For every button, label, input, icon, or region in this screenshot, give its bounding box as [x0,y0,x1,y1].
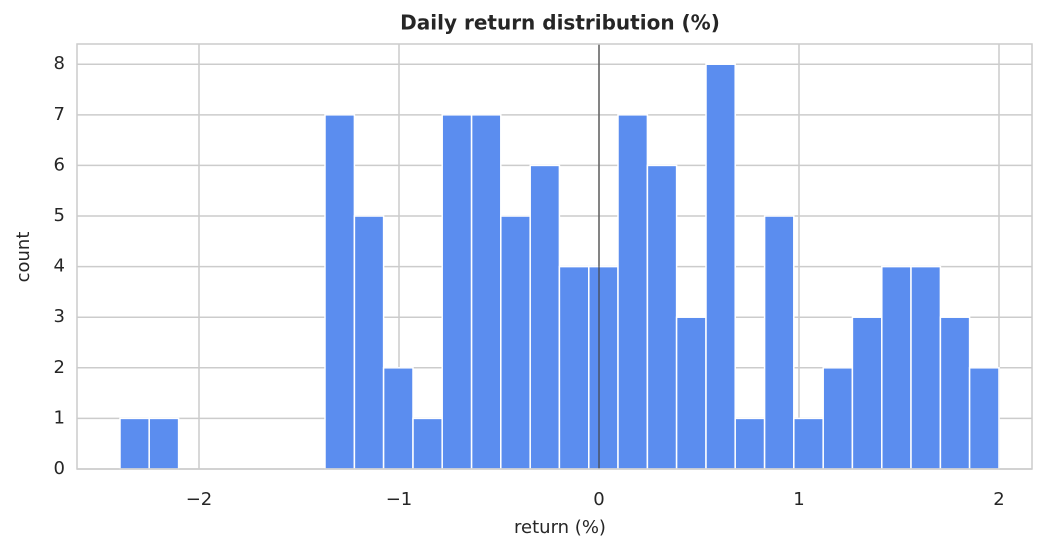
y-tick-label: 0 [54,458,65,479]
x-tick-label: 2 [993,489,1004,510]
y-tick-label: 1 [54,407,65,428]
bar [353,215,385,470]
bar [968,367,1000,470]
bar [441,114,473,470]
y-tick-label: 8 [54,53,65,74]
bar [412,417,443,470]
bar [470,114,502,470]
x-tick-label: 0 [593,489,604,510]
y-axis-label: count [13,232,34,283]
bar [881,265,912,470]
bar [939,316,971,470]
bar [734,417,766,470]
bar [910,265,942,470]
bar [705,63,736,470]
bar [851,316,883,470]
y-tick-label: 2 [54,357,65,378]
bar [324,114,356,470]
y-tick-label: 4 [54,256,65,277]
bar [646,164,678,470]
bar [119,417,150,470]
bar [148,417,180,470]
bar [500,215,531,470]
plot-frame [76,43,1033,470]
bar [675,316,707,470]
bar [558,265,590,470]
y-tick-label: 3 [54,306,65,327]
x-tick-label: −2 [186,489,213,510]
bar [588,265,619,470]
x-axis-label: return (%) [514,517,606,538]
y-tick-label: 5 [54,205,65,226]
bar [763,215,795,470]
y-tick-label: 6 [54,154,65,175]
bar [382,367,414,470]
y-tick-label: 7 [54,104,65,125]
bar [793,417,824,470]
x-tick-label: −1 [386,489,413,510]
bar [617,114,649,470]
bar [529,164,561,470]
x-tick-label: 1 [793,489,804,510]
bar [822,367,854,470]
chart-title: Daily return distribution (%) [400,11,720,35]
